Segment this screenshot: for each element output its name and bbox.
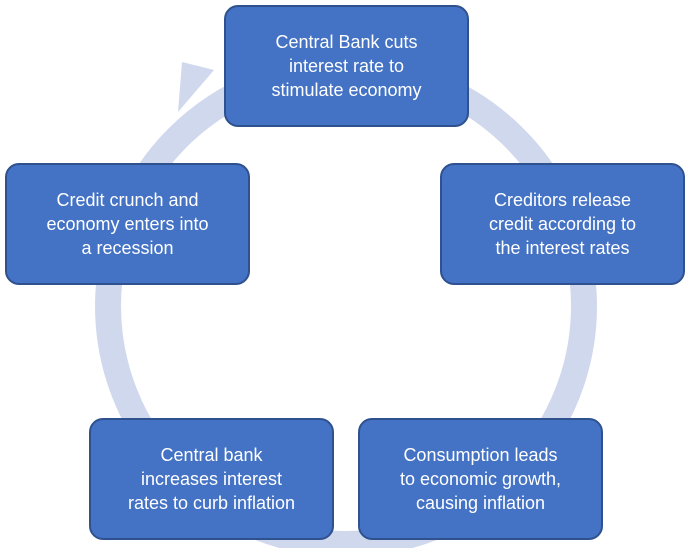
cycle-step-rate-cut-label: Central Bank cuts interest rate to stimu…	[271, 32, 422, 100]
cycle-step-credit-release-label: Creditors release credit according to th…	[488, 190, 637, 258]
cycle-step-rate-increase-label: Central bank increases interest rates to…	[127, 445, 296, 513]
cycle-step-inflation-label: Consumption leads to economic growth, ca…	[399, 445, 562, 513]
cycle-step-rate-increase: Central bank increases interest rates to…	[89, 418, 334, 540]
cycle-step-credit-release: Creditors release credit according to th…	[440, 163, 685, 285]
cycle-step-recession-label: Credit crunch and economy enters into a …	[46, 190, 209, 258]
cycle-step-recession: Credit crunch and economy enters into a …	[5, 163, 250, 285]
cycle-step-rate-cut: Central Bank cuts interest rate to stimu…	[224, 5, 469, 127]
cycle-step-inflation: Consumption leads to economic growth, ca…	[358, 418, 603, 540]
cycle-arrow-head	[178, 62, 214, 112]
